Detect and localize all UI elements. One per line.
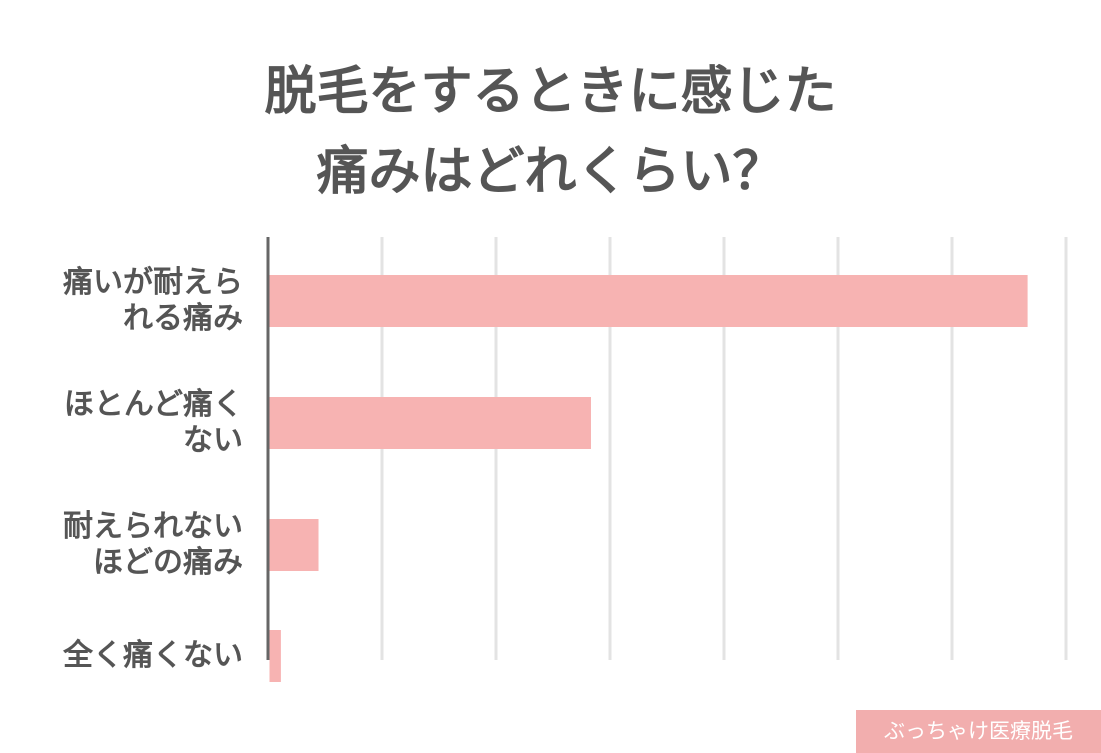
category-label: 痛いが耐えら れる痛み: [63, 265, 243, 336]
watermark: ぶっちゃけ医療脱毛: [856, 710, 1101, 753]
bar: [269, 519, 319, 571]
bar: [269, 397, 591, 449]
bar: [269, 630, 281, 682]
category-label: 全く痛くない: [63, 638, 243, 673]
category-label: ほとんど痛く ない: [63, 387, 243, 458]
chart-title: 脱毛をするときに感じた 痛みはどれくらい？: [264, 62, 837, 202]
bar: [269, 275, 1028, 327]
category-label: 耐えられない ほどの痛み: [63, 509, 243, 580]
